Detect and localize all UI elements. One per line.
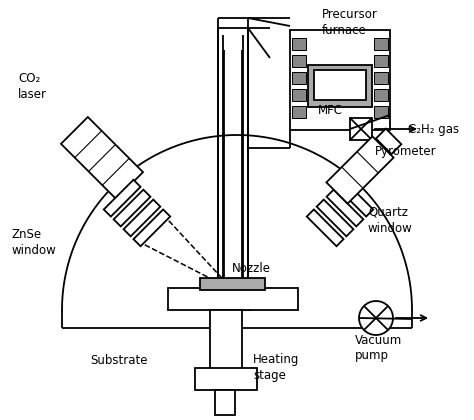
Bar (292, 55, 306, 67)
Polygon shape (134, 210, 170, 246)
Bar (374, 106, 388, 118)
Bar (195, 368, 257, 390)
Bar (168, 288, 298, 310)
Bar (292, 106, 306, 118)
Bar (374, 72, 388, 84)
Polygon shape (61, 117, 143, 199)
Text: Substrate: Substrate (90, 354, 147, 367)
Text: Vacuum
pump: Vacuum pump (355, 333, 402, 362)
Text: Heating
stage: Heating stage (253, 354, 300, 383)
Polygon shape (337, 180, 373, 217)
Polygon shape (114, 190, 150, 226)
Polygon shape (327, 136, 393, 204)
Polygon shape (327, 190, 364, 226)
Bar (215, 390, 235, 415)
Bar (290, 30, 390, 130)
Bar (374, 55, 388, 67)
Bar (210, 310, 242, 370)
Text: Pyrometer: Pyrometer (375, 145, 437, 158)
Polygon shape (104, 180, 140, 217)
Text: Precursor
furnace: Precursor furnace (322, 8, 378, 37)
Bar (292, 72, 306, 84)
Polygon shape (376, 129, 401, 154)
Bar (374, 38, 388, 50)
Bar (374, 89, 388, 101)
Bar (350, 118, 372, 140)
Bar (292, 89, 306, 101)
Polygon shape (317, 200, 354, 236)
Text: ZnSe
window: ZnSe window (12, 228, 57, 257)
Bar (292, 38, 306, 50)
Bar (308, 65, 372, 107)
Bar (200, 278, 265, 290)
Polygon shape (124, 200, 160, 236)
Circle shape (359, 301, 393, 335)
Text: Nozzle: Nozzle (232, 262, 271, 275)
Bar (314, 70, 366, 100)
Polygon shape (307, 210, 344, 246)
Text: CO₂
laser: CO₂ laser (18, 72, 47, 101)
Text: MFC: MFC (318, 103, 343, 116)
Text: Quartz
window: Quartz window (368, 205, 413, 234)
Text: C₂H₂ gas: C₂H₂ gas (408, 123, 459, 136)
